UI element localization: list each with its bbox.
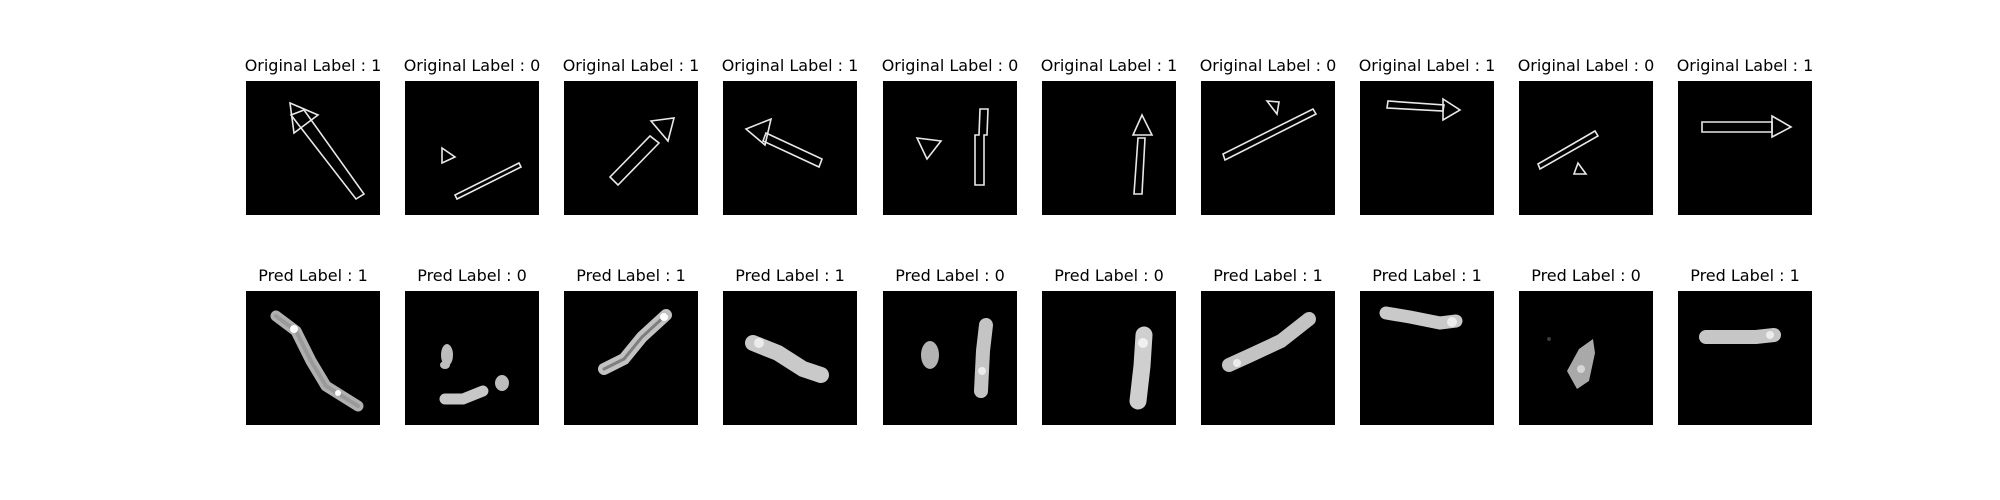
image-panel: [723, 291, 857, 425]
predicted-row: Pred Label : 1 Pred Label : 0 Pred Label: [246, 263, 1816, 463]
arrow-outline-image: [441, 146, 523, 201]
panel-title: Original Label : 1: [1040, 56, 1178, 75]
image-panel: [1678, 81, 1812, 215]
reconstruction-blob-image: [270, 310, 364, 412]
arrow-outline-image: [608, 117, 676, 187]
image-panel: [723, 81, 857, 215]
arrow-outline-image: [1701, 114, 1793, 139]
arrow-outline-image: [289, 101, 366, 201]
reconstruction-blob-image: [439, 344, 509, 405]
panel-title: Pred Label : 1: [576, 266, 686, 285]
image-panel: [246, 291, 380, 425]
image-panel: [1360, 81, 1494, 215]
image-panel: [1678, 291, 1812, 425]
panel-title: Pred Label : 1: [258, 266, 368, 285]
image-panel: [883, 291, 1017, 425]
reconstruction-blob-image: [745, 335, 829, 383]
arrow-outline-image: [915, 108, 989, 186]
image-panel: [1201, 81, 1335, 215]
image-panel: [1042, 291, 1176, 425]
panel-title: Pred Label : 0: [1054, 266, 1164, 285]
panel-title: Original Label : 0: [881, 56, 1019, 75]
image-panel: [564, 291, 698, 425]
panel-title: Pred Label : 0: [417, 266, 527, 285]
image-panel: [1519, 81, 1653, 215]
image-panel: [246, 81, 380, 215]
panel-title: Original Label : 1: [721, 56, 859, 75]
panel-title: Pred Label : 1: [735, 266, 845, 285]
reconstruction-blob-image: [1699, 328, 1781, 344]
arrow-outline-image: [744, 117, 824, 169]
reconstruction-blob-image: [1129, 326, 1153, 410]
arrow-outline-image: [1222, 100, 1318, 162]
image-panel: [883, 81, 1017, 215]
reconstruction-blob-image: [1222, 312, 1316, 372]
panel-title: Original Label : 0: [403, 56, 541, 75]
image-panel: [405, 291, 539, 425]
panel-title: Pred Label : 0: [1531, 266, 1641, 285]
image-panel: [564, 81, 698, 215]
reconstruction-blob-image: [1379, 306, 1463, 330]
image-panel: [405, 81, 539, 215]
panel-title: Pred Label : 1: [1690, 266, 1800, 285]
reconstruction-blob-image: [921, 318, 993, 398]
panel-title: Pred Label : 0: [895, 266, 1005, 285]
reconstruction-blob-image: [598, 309, 672, 375]
panel-title: Original Label : 1: [1676, 56, 1814, 75]
image-panel: [1042, 81, 1176, 215]
original-row: Original Label : 1 Original Label : 0 Or…: [245, 53, 1816, 253]
arrow-outline-image: [1131, 113, 1154, 195]
image-panel: [1201, 291, 1335, 425]
panel-title: Original Label : 0: [1199, 56, 1337, 75]
reconstruction-blob-image: [1547, 337, 1595, 389]
panel-title: Original Label : 0: [1517, 56, 1655, 75]
panel-title: Original Label : 1: [562, 56, 700, 75]
panel-title: Pred Label : 1: [1372, 266, 1482, 285]
image-panel: [1519, 291, 1653, 425]
panel-title: Pred Label : 1: [1213, 266, 1323, 285]
image-panel: [1360, 291, 1494, 425]
panel-title: Original Label : 1: [244, 56, 382, 75]
arrow-outline-image: [1386, 97, 1462, 122]
arrow-outline-image: [1537, 129, 1600, 175]
panel-title: Original Label : 1: [1358, 56, 1496, 75]
